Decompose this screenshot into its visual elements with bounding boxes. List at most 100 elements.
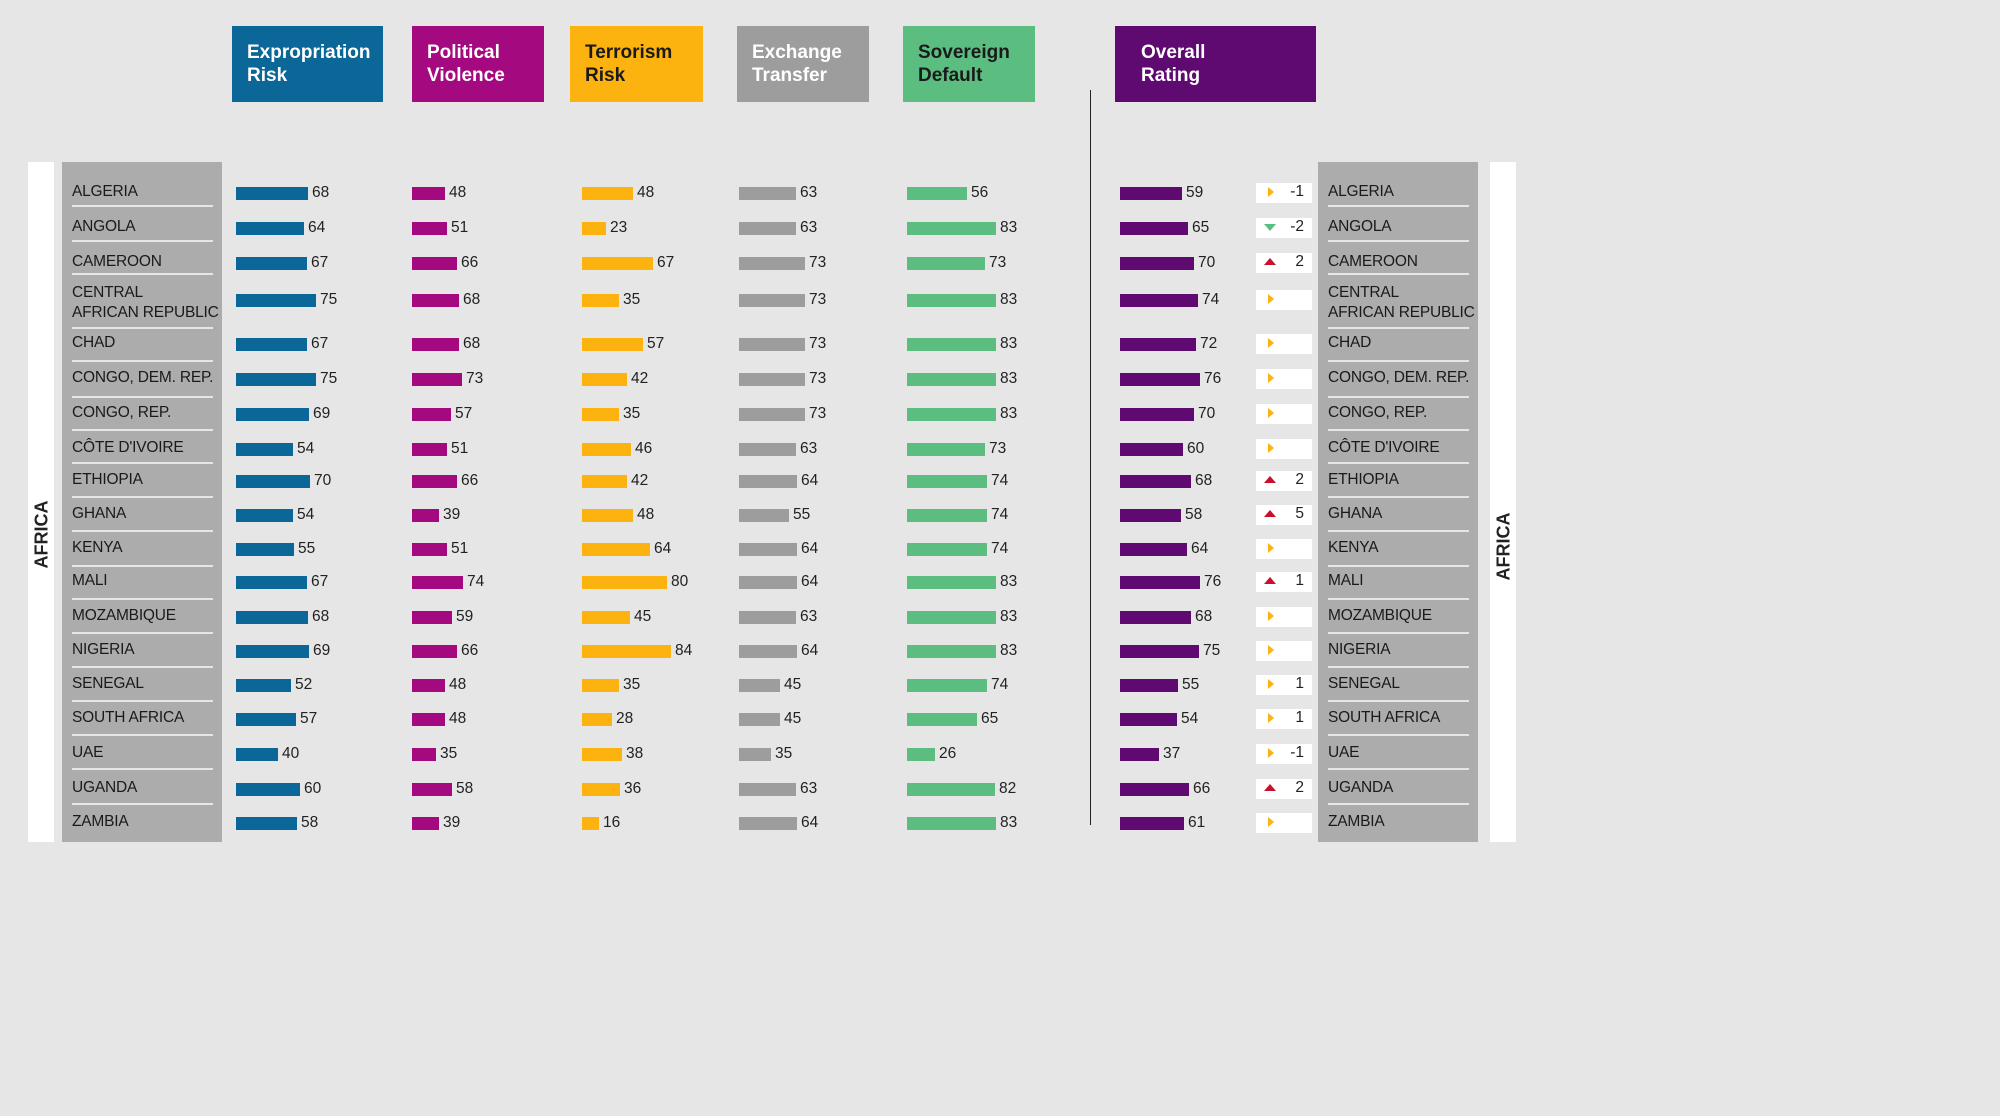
row-separator bbox=[72, 632, 213, 634]
value-label: 64 bbox=[801, 814, 819, 831]
change-value: 1 bbox=[1295, 709, 1304, 726]
region-label-left: AFRICA bbox=[31, 500, 52, 569]
bar-terrorism-risk bbox=[582, 645, 671, 658]
bar-exchange-transfer bbox=[739, 679, 780, 692]
change-value: 2 bbox=[1295, 779, 1304, 796]
bar-exchange-transfer bbox=[739, 748, 771, 761]
country-label-left: ETHIOPIA bbox=[72, 471, 143, 488]
country-label-left: CONGO, DEM. REP. bbox=[72, 369, 214, 386]
value-label: 75 bbox=[320, 291, 338, 308]
change-box bbox=[1256, 641, 1312, 661]
value-label: 59 bbox=[456, 608, 474, 625]
value-label: 67 bbox=[311, 335, 329, 352]
bar-terrorism-risk bbox=[582, 713, 612, 726]
row-separator bbox=[72, 565, 213, 567]
bar-overall-rating bbox=[1120, 543, 1187, 556]
bar-expropriation-risk bbox=[236, 338, 307, 351]
change-value: 1 bbox=[1295, 572, 1304, 589]
column-header-terrorism-risk: Terrorism Risk bbox=[570, 26, 703, 102]
value-label: 70 bbox=[1198, 254, 1216, 271]
value-label: 83 bbox=[1000, 405, 1018, 422]
bar-overall-rating bbox=[1120, 294, 1198, 307]
bar-expropriation-risk bbox=[236, 713, 296, 726]
row-separator bbox=[1328, 666, 1469, 668]
value-label: 66 bbox=[461, 642, 479, 659]
value-label: 80 bbox=[671, 573, 689, 590]
country-label-right: ZAMBIA bbox=[1328, 813, 1385, 830]
value-label: 73 bbox=[989, 440, 1007, 457]
value-label: 38 bbox=[626, 745, 644, 762]
row-separator bbox=[1328, 734, 1469, 736]
bar-overall-rating bbox=[1120, 443, 1183, 456]
value-label: 35 bbox=[775, 745, 793, 762]
value-label: 40 bbox=[282, 745, 300, 762]
row-separator bbox=[72, 598, 213, 600]
country-label-right: GHANA bbox=[1328, 505, 1383, 522]
bar-sovereign-default bbox=[907, 373, 996, 386]
bar-overall-rating bbox=[1120, 408, 1194, 421]
value-label: 54 bbox=[297, 506, 315, 523]
value-label: 56 bbox=[971, 184, 989, 201]
bar-expropriation-risk bbox=[236, 611, 308, 624]
bar-exchange-transfer bbox=[739, 509, 789, 522]
row-separator bbox=[1328, 803, 1469, 805]
value-label: 64 bbox=[801, 540, 819, 557]
country-label-right: UGANDA bbox=[1328, 779, 1394, 796]
bar-exchange-transfer bbox=[739, 475, 797, 488]
row-separator bbox=[72, 327, 213, 329]
value-label: 63 bbox=[800, 219, 818, 236]
bar-terrorism-risk bbox=[582, 817, 599, 830]
country-label-right: CONGO, REP. bbox=[1328, 404, 1428, 421]
bar-political-violence bbox=[412, 257, 457, 270]
country-label-left: CAMEROON bbox=[72, 253, 162, 270]
value-label: 74 bbox=[467, 573, 485, 590]
country-label-left: ALGERIA bbox=[72, 183, 138, 200]
country-label-right: UAE bbox=[1328, 744, 1360, 761]
row-separator bbox=[1328, 632, 1469, 634]
value-label: 82 bbox=[999, 780, 1017, 797]
value-label: 63 bbox=[800, 440, 818, 457]
arrow-right-icon bbox=[1268, 443, 1274, 453]
value-label: 66 bbox=[461, 254, 479, 271]
arrow-up-icon bbox=[1264, 476, 1276, 483]
bar-terrorism-risk bbox=[582, 748, 622, 761]
bar-expropriation-risk bbox=[236, 576, 307, 589]
country-label-left: SENEGAL bbox=[72, 675, 144, 692]
value-label: 57 bbox=[647, 335, 665, 352]
bar-expropriation-risk bbox=[236, 222, 304, 235]
value-label: 61 bbox=[1188, 814, 1206, 831]
bar-political-violence bbox=[412, 783, 452, 796]
bar-political-violence bbox=[412, 475, 457, 488]
value-label: 83 bbox=[1000, 814, 1018, 831]
bar-terrorism-risk bbox=[582, 338, 643, 351]
column-header-expropriation-risk: Expropriation Risk bbox=[232, 26, 383, 102]
value-label: 74 bbox=[991, 540, 1009, 557]
arrow-right-icon bbox=[1268, 187, 1274, 197]
value-label: 55 bbox=[298, 540, 316, 557]
bar-exchange-transfer bbox=[739, 713, 780, 726]
country-label-left: ZAMBIA bbox=[72, 813, 129, 830]
value-label: 74 bbox=[1202, 291, 1220, 308]
bar-terrorism-risk bbox=[582, 408, 619, 421]
value-label: 58 bbox=[1185, 506, 1203, 523]
column-header-exchange-transfer: Exchange Transfer bbox=[737, 26, 869, 102]
bar-expropriation-risk bbox=[236, 475, 310, 488]
value-label: 75 bbox=[1203, 642, 1221, 659]
bar-political-violence bbox=[412, 543, 447, 556]
bar-exchange-transfer bbox=[739, 817, 797, 830]
bar-sovereign-default bbox=[907, 679, 987, 692]
value-label: 36 bbox=[624, 780, 642, 797]
bar-terrorism-risk bbox=[582, 543, 650, 556]
arrow-up-icon bbox=[1264, 258, 1276, 265]
region-bar-left bbox=[28, 162, 54, 842]
value-label: 73 bbox=[466, 370, 484, 387]
value-label: 68 bbox=[463, 335, 481, 352]
value-label: 51 bbox=[451, 219, 469, 236]
bar-political-violence bbox=[412, 748, 436, 761]
bar-political-violence bbox=[412, 294, 459, 307]
country-label-right: MALI bbox=[1328, 572, 1364, 589]
value-label: 63 bbox=[800, 780, 818, 797]
row-separator bbox=[72, 666, 213, 668]
value-label: 64 bbox=[308, 219, 326, 236]
value-label: 74 bbox=[991, 472, 1009, 489]
